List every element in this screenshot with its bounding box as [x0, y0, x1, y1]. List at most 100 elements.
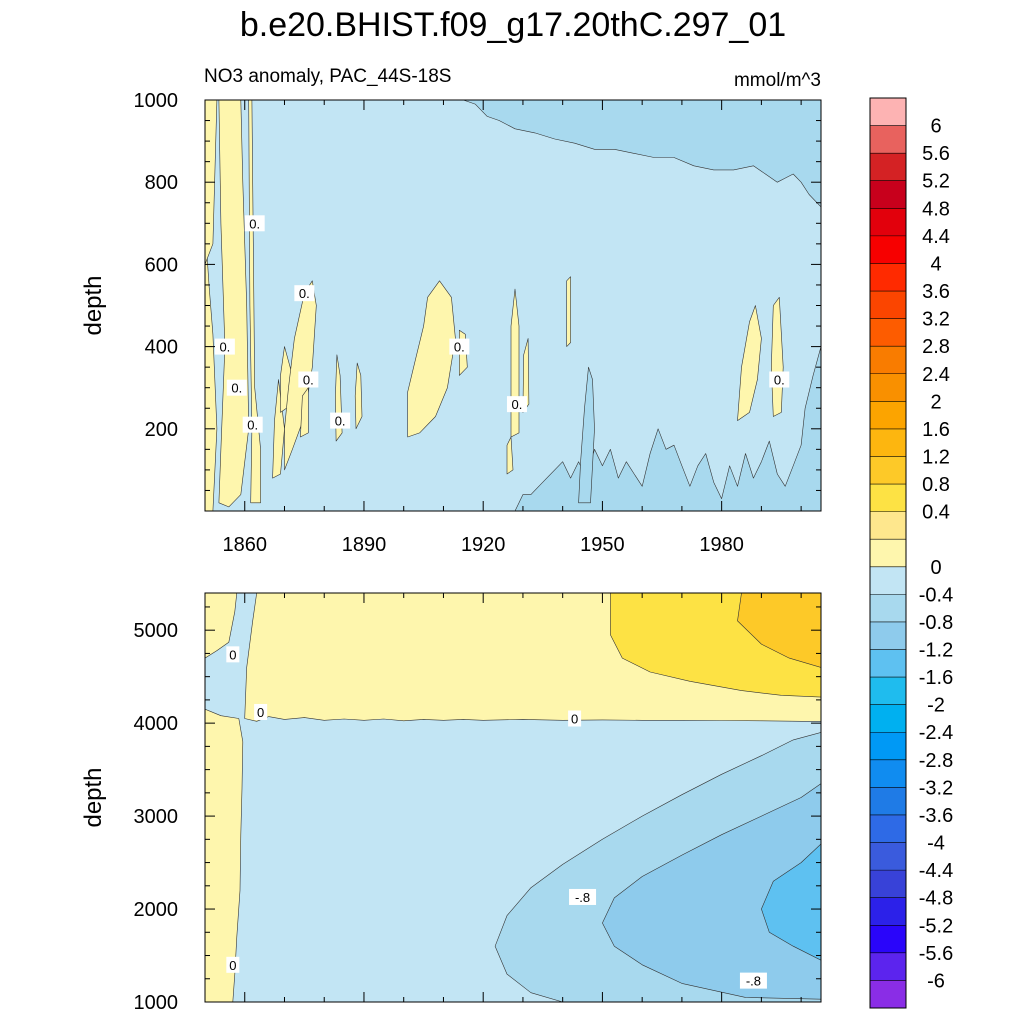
upper-panel-subtitle: NO3 anomaly, PAC_44S-18S	[204, 66, 451, 87]
colorbar-swatch	[870, 677, 906, 705]
colorbar-label: -3.6	[919, 805, 953, 827]
contour-label: 0.	[214, 338, 235, 355]
contour-label: 0.	[769, 371, 790, 388]
colorbar-label: -0.4	[919, 584, 953, 606]
colorbar-label: -3.2	[919, 777, 953, 799]
colorbar-swatch	[870, 842, 906, 871]
contour-region	[737, 593, 821, 668]
colorbar-label: 1.6	[922, 419, 950, 441]
y-tick-label: 5000	[134, 620, 179, 642]
y-tick-label: 600	[145, 254, 178, 276]
colorbar-label: -1.6	[919, 667, 953, 689]
colorbar-swatch	[870, 594, 906, 623]
colorbar-label: 4.4	[922, 226, 950, 248]
units-label: mmol/m^3	[734, 70, 821, 91]
x-tick-label: 1860	[222, 534, 267, 556]
svg-text:0.: 0.	[335, 414, 346, 429]
colorbar-swatch	[870, 539, 906, 568]
lower-panel: 0 -.8 -.8 0 0 0 1000 2000 3000 4000 5000 depth	[80, 592, 822, 1014]
colorbar-swatch	[870, 263, 906, 292]
colorbar-label: 3.6	[922, 281, 950, 303]
upper-panel: 0. 0. 0. 0. 0. 0. 0. 0. 0. 0. 1860 1890 1920 1950 1980…	[80, 90, 822, 556]
y-tick-label: 1000	[134, 992, 179, 1014]
svg-text:0: 0	[571, 711, 578, 726]
contour-label: 0	[226, 646, 240, 663]
colorbar-label: 0	[930, 557, 941, 579]
colorbar-swatch	[870, 732, 906, 761]
contour-label: 0.	[449, 338, 470, 355]
y-tick-label: 200	[145, 419, 178, 441]
colorbar-swatch	[870, 511, 906, 540]
contour-region	[737, 305, 762, 421]
contour-region	[205, 708, 244, 1002]
colorbar-label: 0.8	[922, 474, 950, 496]
contour-region	[566, 276, 571, 347]
colorbar-label: 6	[930, 116, 941, 138]
contour-region	[462, 100, 821, 208]
colorbar-swatch	[870, 98, 906, 126]
colorbar-swatch	[870, 235, 906, 264]
svg-text:0.: 0.	[303, 372, 314, 387]
contour-region	[205, 593, 238, 659]
colorbar-label: -4.4	[919, 860, 953, 882]
contour-region	[205, 223, 218, 511]
contour-label: 0.	[244, 215, 265, 232]
x-tick-label: 1920	[461, 534, 506, 556]
svg-text:0.: 0.	[299, 286, 310, 301]
y-tick-label: 1000	[134, 90, 179, 112]
svg-text:0.: 0.	[249, 216, 260, 231]
colorbar: 6 5.6 5.2 4.8 4.4 4 3.6 3.2 2.8 2.4 2 1.6 1.2 0.8 0.4 0…	[869, 97, 953, 1009]
contour-label: 0	[568, 710, 582, 727]
colorbar-swatch	[870, 704, 906, 733]
x-tick-label: 1890	[342, 534, 387, 556]
colorbar-swatch	[870, 208, 906, 237]
colorbar-label: -4.8	[919, 888, 953, 910]
colorbar-frame	[869, 97, 907, 1009]
colorbar-swatch	[870, 428, 906, 457]
colorbar-swatch	[870, 897, 906, 926]
contour-region	[300, 387, 309, 438]
contour-label: 0.	[298, 371, 319, 388]
colorbar-label: 1.2	[922, 446, 950, 468]
contour-label: 0.	[226, 379, 247, 396]
x-tick-label: 1980	[699, 534, 744, 556]
x-tick-label: 1950	[580, 534, 625, 556]
colorbar-swatch	[870, 566, 906, 595]
contour-label: 0.	[242, 416, 263, 433]
colorbar-swatch	[870, 318, 906, 347]
colorbar-label: 5.2	[922, 171, 950, 193]
colorbar-label: -2.8	[919, 750, 953, 772]
svg-text:0.: 0.	[512, 397, 523, 412]
contour-label: 0.	[294, 285, 315, 302]
y-axis-label: depth	[80, 767, 107, 827]
svg-text:0.: 0.	[231, 381, 242, 396]
colorbar-label: 0.4	[922, 502, 950, 524]
colorbar-swatch	[870, 180, 906, 209]
svg-text:0: 0	[229, 647, 236, 662]
colorbar-swatch	[870, 870, 906, 898]
colorbar-label: -5.2	[919, 915, 953, 937]
colorbar-swatch	[870, 373, 906, 402]
colorbar-label: -5.6	[919, 943, 953, 965]
colorbar-swatch	[870, 787, 906, 816]
y-axis-label: depth	[80, 275, 107, 335]
colorbar-label: 4	[930, 253, 941, 275]
colorbar-label: 4.8	[922, 198, 950, 220]
contour-label: 0	[226, 956, 240, 973]
colorbar-label: 2.4	[922, 364, 950, 386]
colorbar-label: 2	[930, 391, 941, 413]
contour-region	[218, 100, 249, 508]
svg-text:-.8: -.8	[746, 974, 761, 989]
contour-label: 0	[254, 703, 268, 720]
contour-region	[248, 100, 261, 504]
svg-text:0.: 0.	[219, 340, 230, 355]
colorbar-label: -6	[927, 970, 945, 992]
colorbar-label: 5.6	[922, 143, 950, 165]
colorbar-label: 3.2	[922, 309, 950, 331]
colorbar-swatch	[870, 456, 906, 485]
contour-label: -.8	[569, 888, 597, 905]
y-tick-label: 400	[145, 337, 178, 359]
colorbar-swatch	[870, 759, 906, 788]
svg-text:0.: 0.	[774, 372, 785, 387]
